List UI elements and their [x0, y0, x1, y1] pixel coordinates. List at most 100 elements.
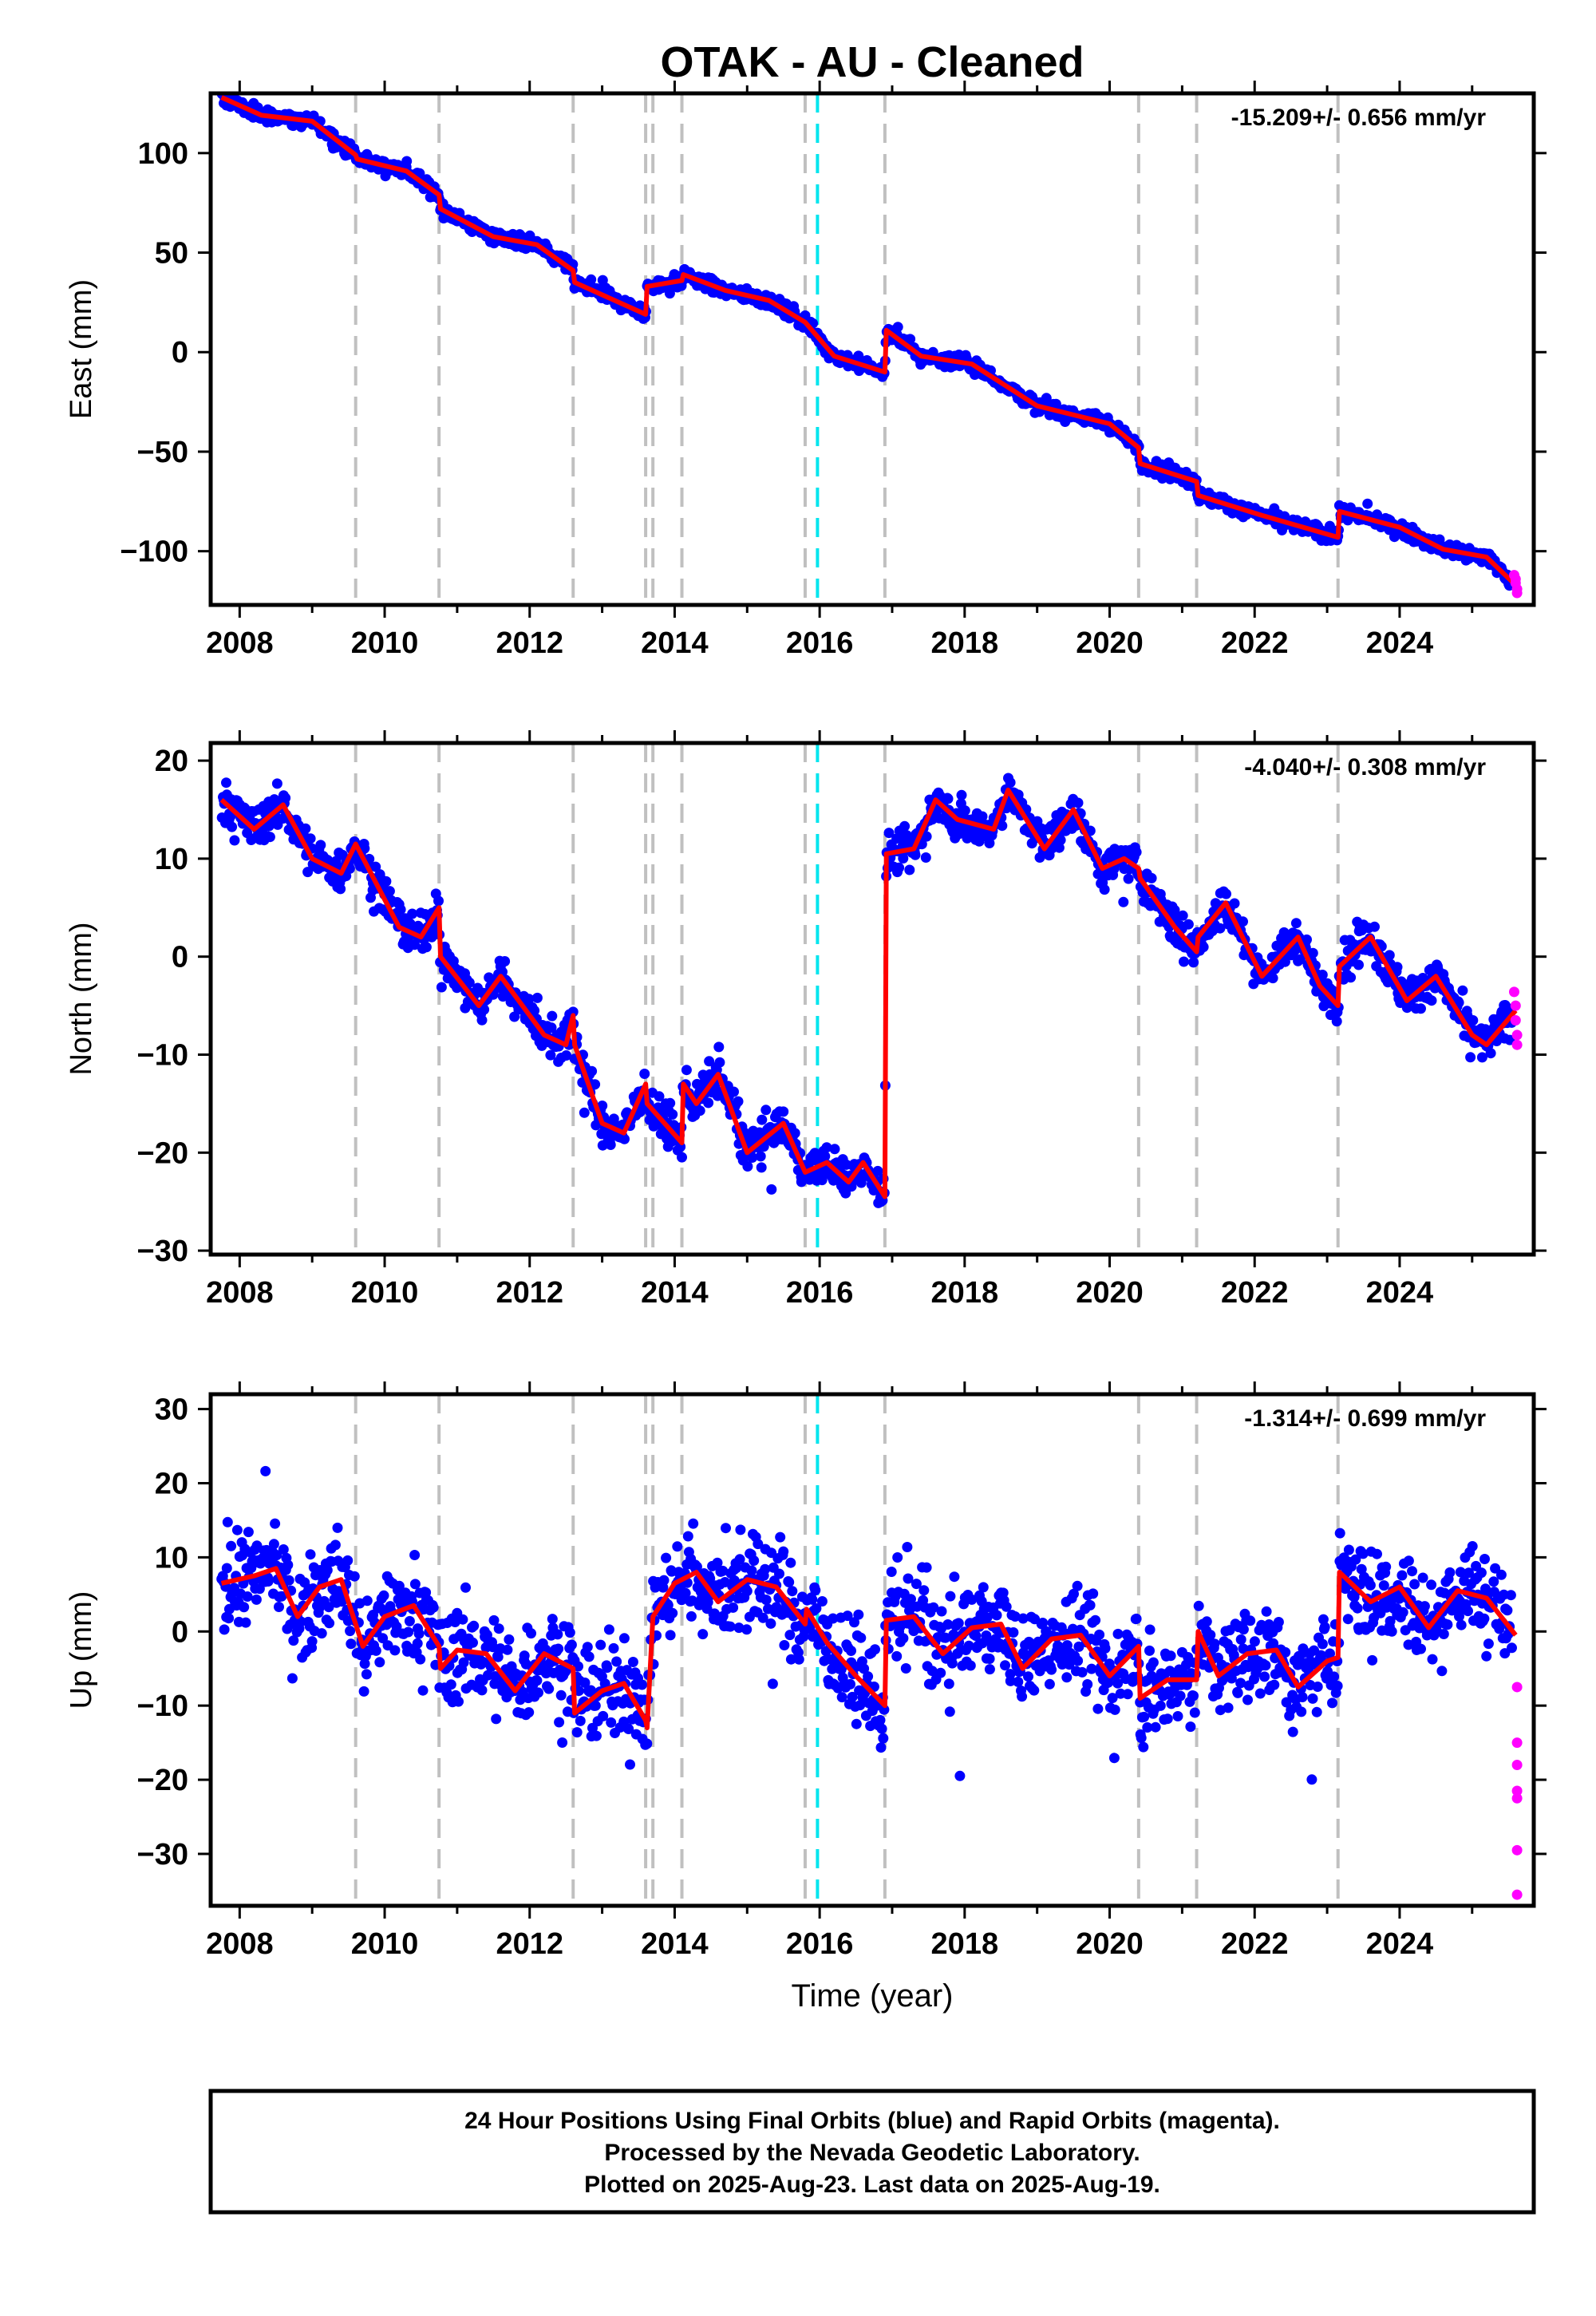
data-point: [936, 1606, 947, 1617]
rapid-orbit-point: [1511, 1682, 1523, 1693]
data-point: [926, 1666, 938, 1677]
data-point: [1442, 1619, 1453, 1630]
data-point: [828, 1613, 839, 1624]
rapid-orbit-point: [1510, 1015, 1521, 1026]
data-point: [500, 956, 511, 966]
data-point: [704, 1056, 715, 1067]
data-point: [361, 1595, 373, 1607]
x-tick-label: 2008: [206, 626, 274, 660]
data-point: [1232, 1687, 1243, 1698]
data-point: [1307, 1693, 1318, 1704]
data-point: [741, 1586, 753, 1597]
data-point: [784, 1577, 795, 1587]
data-point: [623, 1724, 634, 1734]
data-point: [1061, 1640, 1073, 1651]
data-point: [1327, 1697, 1337, 1709]
data-point: [1122, 1689, 1133, 1700]
data-point: [1350, 1554, 1361, 1565]
data-point: [1069, 1588, 1079, 1599]
data-point: [1416, 1003, 1426, 1014]
data-point: [1249, 1636, 1260, 1647]
data-point: [1485, 1048, 1496, 1059]
data-point: [602, 1662, 613, 1674]
data-point: [488, 1614, 500, 1626]
data-point: [1148, 1657, 1159, 1668]
data-point: [268, 1539, 279, 1550]
data-point: [1090, 1614, 1101, 1626]
data-point: [597, 1101, 608, 1111]
data-point: [605, 1140, 616, 1150]
data-point: [811, 1603, 822, 1614]
data-point: [714, 1057, 725, 1068]
data-point: [859, 1663, 870, 1674]
data-point: [1259, 1671, 1270, 1682]
rapid-orbit-point: [1510, 1000, 1521, 1011]
data-point: [413, 1628, 425, 1639]
data-point: [1088, 1588, 1099, 1599]
data-point: [1362, 498, 1373, 509]
data-point: [1188, 957, 1199, 968]
data-point: [1353, 959, 1364, 970]
x-tick-label: 2022: [1221, 1927, 1289, 1961]
data-point: [1316, 1650, 1327, 1661]
data-point: [1000, 1660, 1010, 1671]
data-point: [733, 1622, 745, 1634]
x-tick-label: 2018: [931, 1276, 999, 1310]
x-tick-label: 2012: [496, 1276, 563, 1310]
data-point: [242, 1591, 253, 1602]
data-point: [591, 1730, 602, 1741]
data-point: [323, 1602, 334, 1613]
data-point: [286, 1673, 298, 1684]
rapid-orbit-point: [1511, 1759, 1523, 1770]
data-point: [322, 1565, 333, 1575]
y-tick-label: −20: [137, 1136, 188, 1170]
data-point: [305, 1549, 316, 1560]
data-point: [1444, 1567, 1456, 1578]
data-point: [529, 1005, 540, 1016]
data-point: [608, 1642, 619, 1654]
data-point: [966, 1594, 978, 1605]
data-point: [1185, 1721, 1196, 1733]
data-point: [1108, 1753, 1120, 1764]
data-point: [502, 1644, 513, 1655]
data-point: [523, 994, 535, 1005]
data-point: [902, 1542, 913, 1552]
data-point: [587, 1065, 598, 1077]
data-point: [1505, 1590, 1516, 1601]
data-point: [276, 1591, 287, 1602]
footer-line-2: Processed by the Nevada Geodetic Laborat…: [604, 2140, 1140, 2166]
data-point: [349, 1571, 360, 1582]
data-point: [391, 1621, 402, 1632]
data-point: [1325, 1648, 1335, 1659]
data-point: [274, 1602, 284, 1612]
data-point: [821, 1142, 832, 1153]
data-point: [1499, 1648, 1511, 1659]
data-point: [998, 1587, 1009, 1599]
x-tick-label: 2020: [1076, 1927, 1144, 1961]
data-point: [295, 1616, 306, 1627]
data-point: [1077, 1666, 1088, 1678]
data-point: [1317, 1614, 1329, 1625]
data-point: [1123, 873, 1134, 884]
data-point: [412, 1638, 423, 1649]
data-point: [1456, 1619, 1467, 1630]
y-tick-label: 0: [172, 336, 188, 370]
panel-north: 2008 2010 2012 2014 2016 2018 2020 2022 20242010…: [65, 730, 1547, 1310]
data-point: [1112, 1678, 1124, 1689]
data-point: [1046, 1664, 1057, 1675]
data-point: [731, 1563, 742, 1574]
data-point: [1479, 1554, 1490, 1564]
data-point: [1238, 1643, 1249, 1654]
data-point: [1365, 1579, 1376, 1591]
data-point: [1345, 972, 1357, 983]
data-point: [836, 1692, 847, 1703]
data-point: [428, 1602, 439, 1613]
data-point: [553, 1643, 564, 1654]
data-point: [557, 1737, 568, 1748]
rate-label: -15.209+/- 0.656 mm/yr: [1231, 105, 1487, 131]
data-point: [760, 1563, 771, 1575]
data-point: [407, 908, 418, 919]
data-point: [222, 1516, 233, 1528]
data-point: [728, 1602, 739, 1613]
